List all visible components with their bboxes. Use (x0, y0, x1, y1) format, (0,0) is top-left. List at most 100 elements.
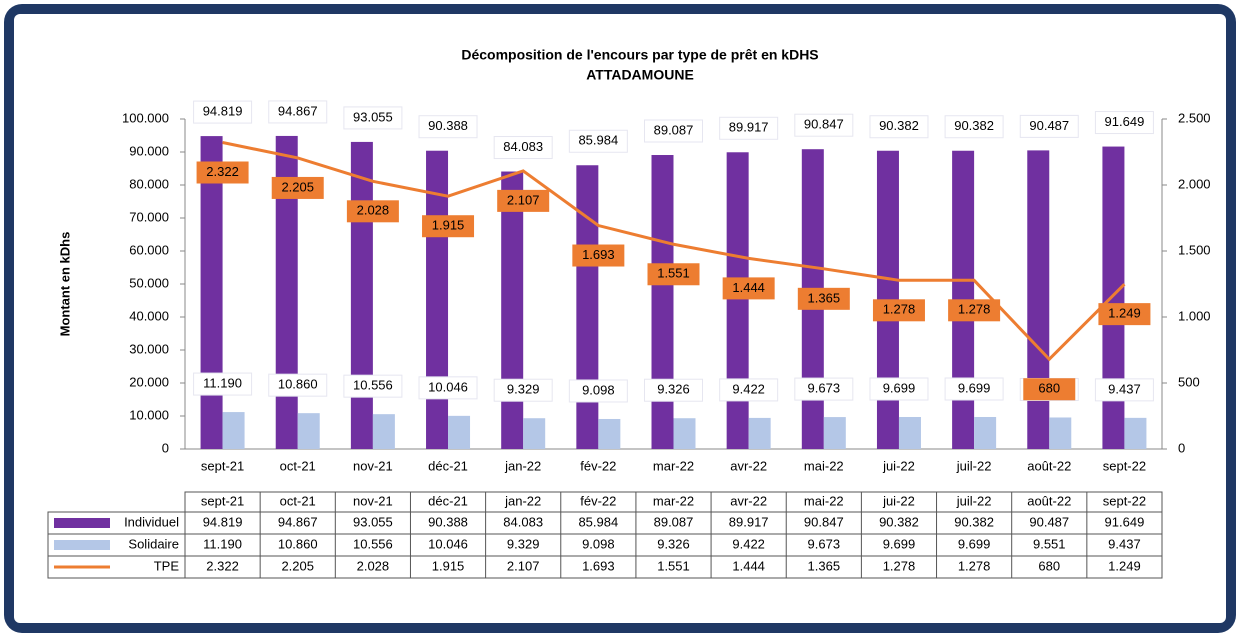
data-label: 1.444 (732, 280, 765, 295)
table-cell: 89.087 (654, 514, 694, 529)
x-tick-label: avr-22 (730, 458, 767, 473)
label-box (493, 378, 553, 402)
panel (14, 14, 1226, 623)
label-box (647, 263, 700, 286)
label-box (722, 277, 775, 300)
table-cell: 2.205 (281, 558, 314, 573)
label-box (719, 378, 779, 402)
label-box (797, 287, 850, 310)
x-tick-label: jan-22 (504, 458, 541, 473)
y-tick-label: 70.000 (129, 209, 169, 224)
y-tick-label: 60.000 (129, 242, 169, 257)
bar (1124, 417, 1147, 449)
data-label: 9.329 (507, 382, 540, 397)
bar (501, 171, 524, 449)
label-box (794, 113, 854, 137)
label-box (1094, 378, 1154, 402)
data-label: 90.382 (954, 118, 994, 133)
bar (576, 165, 599, 449)
x-tick-label: mai-22 (804, 458, 844, 473)
y-tick-label: 80.000 (129, 176, 169, 191)
data-label: 9.098 (582, 382, 615, 397)
data-label: 9.326 (657, 382, 690, 397)
label-box (493, 136, 553, 160)
table-cell: 90.382 (954, 514, 994, 529)
table-cell: 9.098 (582, 536, 615, 551)
label-box (869, 115, 929, 139)
data-label: 90.487 (1029, 118, 1069, 133)
table-header: sept-22 (1103, 493, 1146, 508)
label-box (872, 299, 925, 322)
x-tick-label: déc-21 (428, 458, 468, 473)
table-header: fév-22 (580, 493, 616, 508)
table-header: jui-22 (882, 493, 915, 508)
label-box (944, 115, 1004, 139)
y-tick-label: 100.000 (122, 110, 169, 125)
data-label: 10.046 (428, 379, 468, 394)
bar (448, 415, 471, 449)
label-box (343, 106, 403, 130)
y2-tick-label: 1.000 (1178, 308, 1211, 323)
data-label: 10.556 (353, 378, 393, 393)
y-tick-label: 0 (162, 440, 169, 455)
bar (1027, 150, 1050, 450)
y2-tick-label: 1.500 (1178, 242, 1211, 257)
x-tick-label: fév-22 (580, 458, 616, 473)
table-cell: 9.329 (507, 536, 540, 551)
table-header: avr-22 (730, 493, 767, 508)
data-label: 1.249 (1108, 306, 1141, 321)
label-box (418, 376, 478, 400)
data-label: 85.984 (578, 133, 618, 148)
table-cell: 2.322 (206, 558, 239, 573)
label-box (944, 377, 1004, 401)
data-label: 89.917 (729, 120, 769, 135)
x-tick-label: oct-21 (280, 458, 316, 473)
bar (598, 418, 621, 449)
y2-tick-label: 2.500 (1178, 110, 1211, 125)
label-box (644, 378, 703, 402)
label-box (271, 176, 324, 199)
table-cell: 1.278 (958, 558, 991, 573)
data-label: 9.422 (732, 381, 765, 396)
y-tick-label: 30.000 (129, 341, 169, 356)
label-box (346, 200, 399, 223)
table-header: jan-22 (504, 493, 541, 508)
chart-subtitle: ATTADAMOUNE (586, 67, 694, 83)
data-label: 11.190 (203, 376, 242, 391)
bar (372, 414, 395, 449)
bar (651, 155, 674, 450)
data-label: 9.673 (808, 381, 841, 396)
bar (222, 412, 245, 449)
data-label: 1.278 (958, 302, 991, 317)
x-tick-label: août-22 (1027, 458, 1071, 473)
y2-tick-label: 2.000 (1178, 176, 1211, 191)
bar (974, 416, 997, 449)
bar (748, 417, 771, 449)
table-cell: 10.860 (278, 536, 318, 551)
label-box (1094, 111, 1154, 135)
table-cell: 90.382 (879, 514, 919, 529)
data-label: 1.365 (808, 290, 841, 305)
label-box (268, 100, 328, 124)
table-cell: 1.249 (1108, 558, 1141, 573)
label-box (869, 377, 929, 401)
table-cell: 1.693 (582, 558, 615, 573)
data-label: 2.028 (357, 203, 390, 218)
bar (673, 418, 696, 449)
legend-label: Solidaire (128, 536, 179, 551)
data-label: 2.322 (206, 164, 239, 179)
x-tick-label: juil-22 (956, 458, 992, 473)
data-label: 10.860 (278, 377, 318, 392)
label-box (948, 299, 1001, 322)
bar (297, 413, 320, 449)
data-label: 1.915 (432, 218, 465, 233)
y-tick-label: 20.000 (129, 374, 169, 389)
label-box (268, 373, 328, 397)
label-box (644, 119, 703, 143)
data-label: 680 (1038, 381, 1060, 396)
data-label: 89.087 (654, 122, 694, 137)
data-label: 1.278 (883, 302, 916, 317)
table-cell: 11.190 (203, 536, 242, 551)
table-cell: 84.083 (503, 514, 543, 529)
